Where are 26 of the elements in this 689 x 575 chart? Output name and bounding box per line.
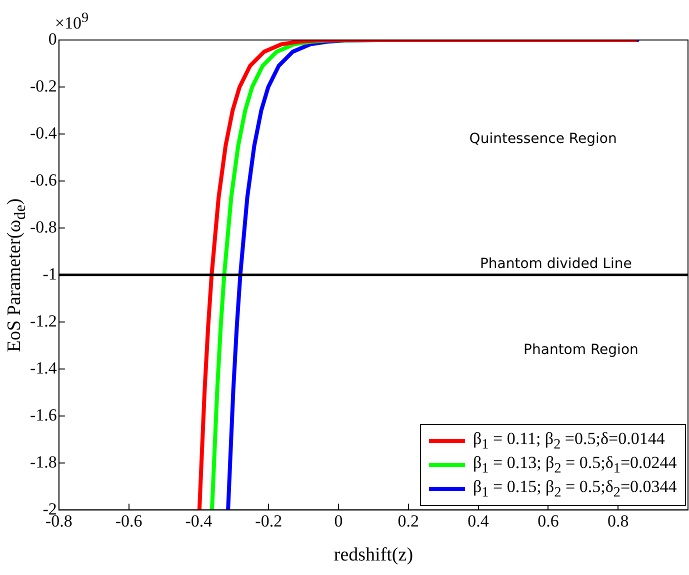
legend-label: β$_{1}$ = 0.15; β$_{2}$ = 0.5;δ$_{2}$=0.0344 bbox=[473, 476, 677, 501]
y-tick-label: -1.2 bbox=[30, 311, 57, 330]
legend-label: β$_{1}$ = 0.13; β$_{2}$ = 0.5;δ$_{1}$=0.0244 bbox=[473, 452, 677, 477]
y-tick-label: -1.4 bbox=[30, 358, 58, 378]
annotation: Phantom Region bbox=[524, 342, 638, 358]
y-tick-label: 0 bbox=[48, 29, 57, 48]
x-tick-label: 0.8 bbox=[607, 511, 629, 530]
text: ×10$^{9}$ bbox=[54, 10, 89, 33]
y-tick-label: -1.6 bbox=[30, 405, 57, 424]
x-axis-title: redshift(z) bbox=[334, 544, 414, 566]
annotation: Quintessence Region bbox=[469, 130, 617, 147]
x-tick-label: 0.6 bbox=[538, 511, 559, 530]
y-tick-label: -0.4 bbox=[30, 123, 58, 142]
y-tick-label: -0.2 bbox=[30, 76, 57, 96]
y-tick-label: -1.8 bbox=[30, 452, 57, 472]
y-tick-label: -0.6 bbox=[30, 170, 57, 190]
x-tick-label: -0.6 bbox=[115, 511, 142, 530]
x-tick-label: -0.4 bbox=[185, 511, 213, 530]
x-tick-label: -0.2 bbox=[255, 511, 282, 530]
ref-line-label: Phantom divided Line bbox=[480, 256, 632, 272]
y-tick-label: -0.8 bbox=[30, 217, 57, 236]
y-tick-label: -1 bbox=[42, 264, 57, 284]
x-tick-label: 0.2 bbox=[398, 511, 420, 530]
x-tick-label: 0.4 bbox=[468, 511, 490, 530]
legend-label: β$_{1}$ = 0.11; β$_{2}$ =0.5;δ=0.0144 bbox=[473, 428, 665, 453]
x-tick-label: 0 bbox=[334, 511, 343, 530]
